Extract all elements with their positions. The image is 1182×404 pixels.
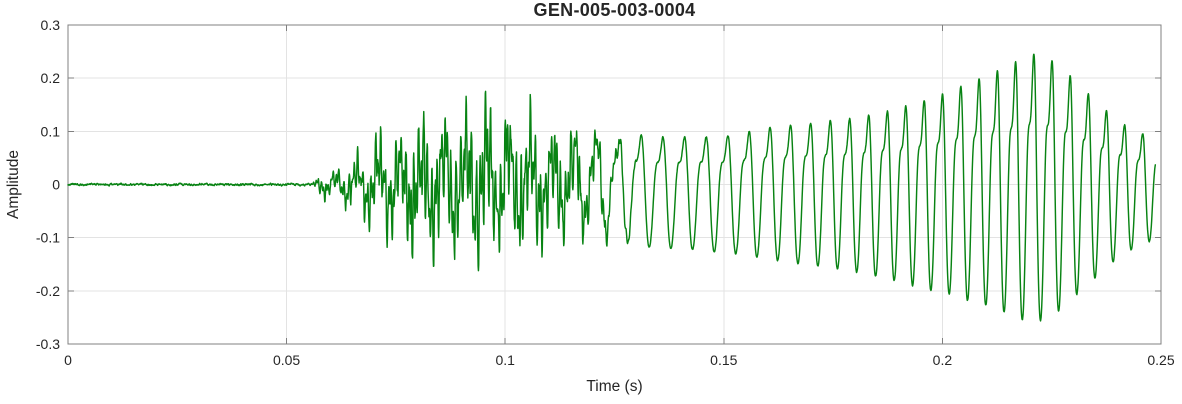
chart-title: GEN-005-003-0004 <box>534 0 696 20</box>
x-tick-label: 0.2 <box>933 352 953 368</box>
x-tick-label: 0.05 <box>273 352 300 368</box>
y-axis-label: Amplitude <box>5 150 22 219</box>
y-tick-label: -0.3 <box>36 336 60 352</box>
x-tick-label: 0.1 <box>495 352 515 368</box>
y-tick-label: -0.2 <box>36 283 60 299</box>
x-tick-label: 0.15 <box>710 352 737 368</box>
x-tick-label: 0.25 <box>1147 352 1174 368</box>
y-tick-label: -0.1 <box>36 230 60 246</box>
waveform-line <box>67 53 1157 322</box>
y-tick-label: 0.1 <box>41 123 61 139</box>
tick-labels: 0 0.05 0.1 0.15 0.2 0.25 -0.3 -0.2 -0.1 0 0.1 0.2 0.… <box>36 17 1175 368</box>
y-tick-label: 0.3 <box>41 17 61 33</box>
y-tick-label: 0 <box>52 177 60 193</box>
x-axis-label: Time (s) <box>586 378 642 395</box>
x-tick-label: 0 <box>64 352 72 368</box>
y-tick-label: 0.2 <box>41 70 61 86</box>
